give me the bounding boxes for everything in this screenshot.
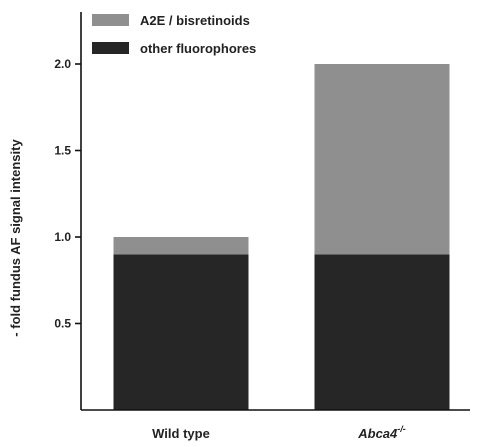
legend-swatch <box>92 14 129 26</box>
x-category-label: Abca4-/- <box>357 424 406 441</box>
y-tick-label: 1.0 <box>54 230 71 244</box>
x-labels-group: Wild type Abca4-/- <box>152 424 406 441</box>
bar-2-segment-1 <box>314 254 450 410</box>
y-tick-label: 1.5 <box>54 144 71 158</box>
bar-2-segment-2 <box>314 64 450 255</box>
bar-1-segment-2 <box>113 237 249 255</box>
bar-1-segment-1 <box>113 254 249 410</box>
y-axis-title: - fold fundus AF signal intensity <box>8 139 23 337</box>
legend-swatch <box>92 42 129 54</box>
legend: A2E / bisretinoids other fluorophores <box>92 13 256 56</box>
y-tick-label: 2.0 <box>54 57 71 71</box>
bars-group <box>113 64 450 410</box>
y-tick-label: 0.5 <box>54 317 71 331</box>
x-category-label: Wild type <box>152 426 210 441</box>
y-ticks-group: 0.5 1.0 1.5 2.0 <box>54 57 81 331</box>
legend-label: A2E / bisretinoids <box>140 13 250 28</box>
legend-label: other fluorophores <box>140 41 256 56</box>
